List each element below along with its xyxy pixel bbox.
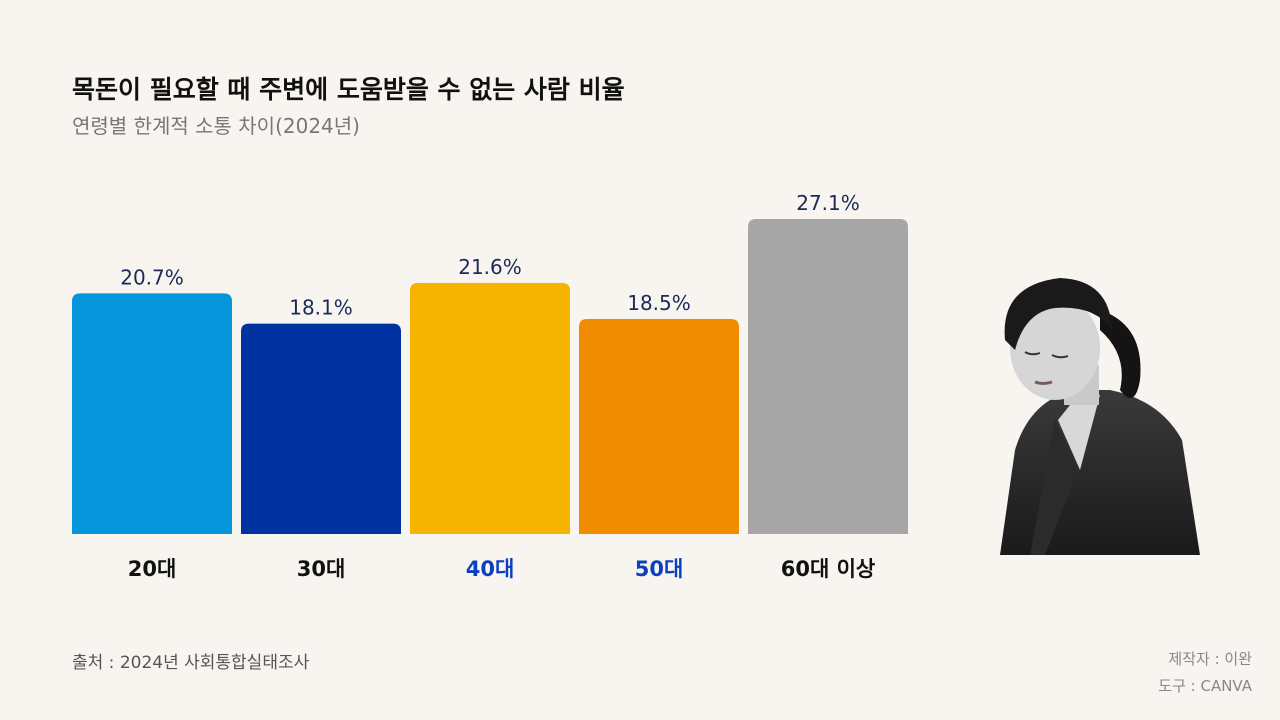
category-label: 30대: [297, 557, 346, 581]
bar-chart: 20.7% 20대 18.1% 30대 21.6% 40대 18.5% 50대 27.1% 60대…: [72, 191, 908, 581]
chart-subtitle: 연령별 한계적 소통 차이(2024년): [72, 114, 360, 138]
bar-3: [579, 318, 739, 534]
source-note: 출처 : 2024년 사회통합실태조사: [72, 653, 310, 673]
bar-value-label: 27.1%: [796, 191, 860, 215]
bar-0: [72, 293, 232, 534]
bar-2: [410, 282, 570, 534]
maker-credit: 제작자 : 이완: [1168, 650, 1252, 668]
category-label: 40대: [466, 557, 515, 581]
chart-title: 목돈이 필요할 때 주변에 도움받을 수 없는 사람 비율: [72, 75, 625, 104]
woman-looking-down-photo: [1000, 278, 1200, 555]
bar-4: [748, 219, 908, 534]
category-label: 50대: [635, 557, 684, 581]
category-label: 20대: [128, 557, 177, 581]
bar-1: [241, 323, 401, 534]
bar-value-label: 18.1%: [289, 296, 353, 320]
tool-credit: 도구 : CANVA: [1158, 677, 1252, 695]
bar-value-label: 18.5%: [627, 291, 691, 315]
category-label: 60대 이상: [781, 557, 876, 581]
bar-value-label: 21.6%: [458, 255, 522, 279]
bar-value-label: 20.7%: [120, 265, 184, 289]
